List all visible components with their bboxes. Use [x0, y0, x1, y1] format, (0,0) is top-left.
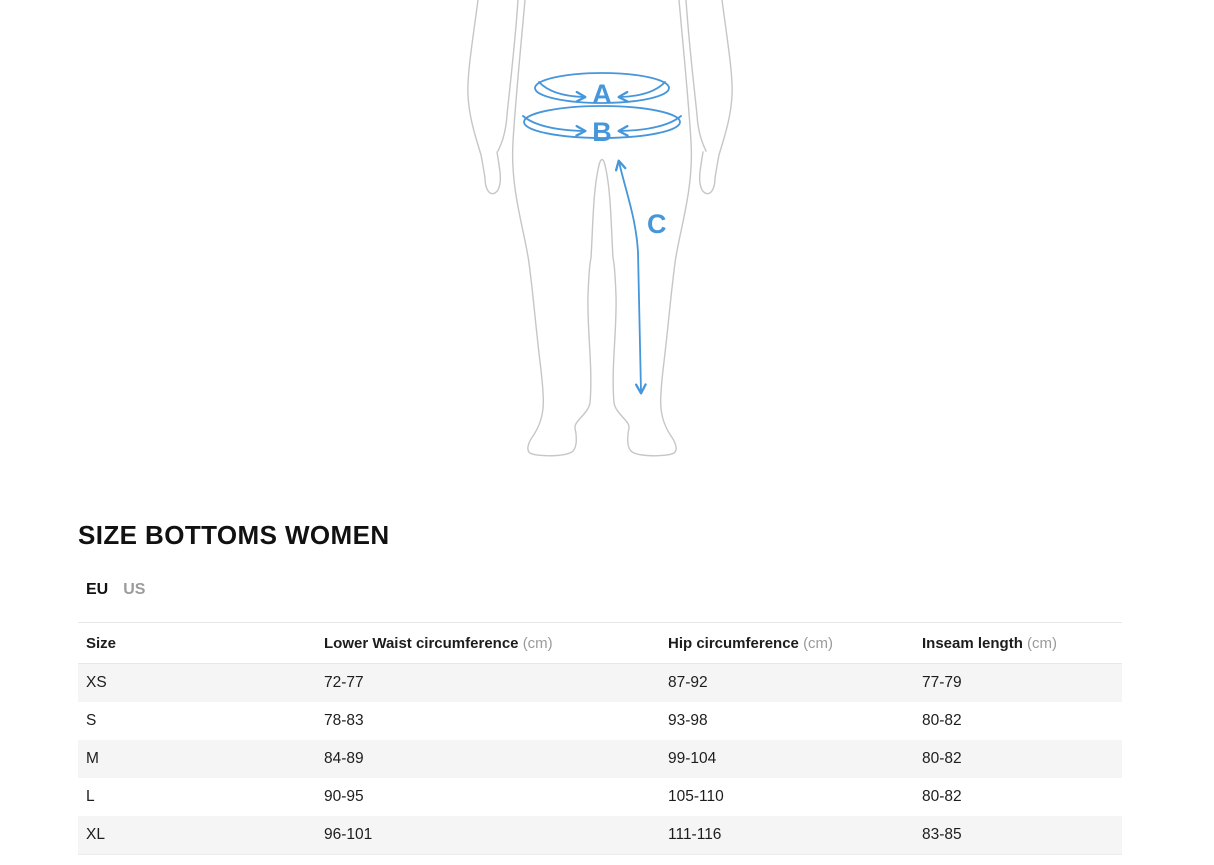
table-row: XS 72-77 87-92 77-79: [78, 663, 1122, 702]
column-header-label: Lower Waist circumference: [324, 635, 519, 652]
right-arm-outline: [698, 0, 733, 195]
size-guide-section: SIZE BOTTOMS WOMEN EU US Size Lower Wais…: [0, 460, 1214, 855]
cell-lower-waist: 90-95: [324, 788, 364, 805]
left-leg-outline: [511, 0, 600, 457]
measurement-marks: [522, 72, 682, 395]
cell-size: XS: [86, 674, 107, 691]
table-row: M 84-89 99-104 80-82: [78, 740, 1122, 778]
left-arm-outline: [467, 0, 502, 195]
waist-measure-ellipse: [534, 72, 670, 104]
measure-labels: A B C: [592, 79, 666, 239]
cell-lower-waist: 72-77: [324, 674, 364, 691]
column-header-unit: (cm): [522, 635, 553, 652]
inseam-label: C: [647, 209, 667, 239]
cell-inseam: 77-79: [922, 674, 962, 691]
waist-arrow-right: [617, 81, 666, 103]
table-row: XL 96-101 111-116 83-85: [78, 816, 1122, 855]
cell-inseam: 80-82: [922, 712, 962, 729]
column-header-inseam: Inseam length (cm): [922, 622, 1122, 664]
hip-arrow-left: [522, 115, 587, 137]
cell-lower-waist: 78-83: [324, 712, 364, 729]
column-header-hip: Hip circumference (cm): [668, 622, 922, 664]
size-table-header-row: Size Lower Waist circumference (cm) Hip …: [78, 622, 1122, 664]
body-measurement-diagram: A B C: [440, 0, 760, 460]
table-row: L 90-95 105-110 80-82: [78, 778, 1122, 816]
column-header-unit: (cm): [1027, 635, 1058, 652]
column-header-lower-waist: Lower Waist circumference (cm): [324, 622, 668, 664]
cell-size: M: [86, 750, 99, 767]
column-header-label: Hip circumference: [668, 635, 799, 652]
hip-arrow-right: [617, 115, 682, 137]
cell-hip: 87-92: [668, 674, 708, 691]
cell-lower-waist: 96-101: [324, 826, 373, 843]
cell-size: S: [86, 712, 97, 729]
body-diagram-svg: A B C: [467, 0, 733, 457]
crotch-outline: [598, 158, 606, 166]
cell-lower-waist: 84-89: [324, 750, 364, 767]
unit-region-tabs: EU US: [86, 582, 1214, 598]
cell-hip: 111-116: [668, 826, 722, 843]
column-header-label: Size: [86, 635, 117, 652]
body-outline: [467, 0, 733, 457]
cell-inseam: 80-82: [922, 750, 962, 767]
waist-label: A: [592, 79, 612, 109]
size-table: Size Lower Waist circumference (cm) Hip …: [78, 622, 1122, 855]
table-row: S 78-83 93-98 80-82: [78, 702, 1122, 740]
hip-measure-ellipse: [523, 105, 681, 139]
column-header-label: Inseam length: [922, 635, 1023, 652]
cell-hip: 105-110: [668, 788, 724, 805]
waist-arrow-left: [538, 81, 587, 103]
cell-size: XL: [86, 826, 105, 843]
left-arm-inner-outline: [497, 0, 519, 152]
tab-eu[interactable]: EU: [86, 581, 109, 598]
cell-inseam: 83-85: [922, 826, 962, 843]
cell-hip: 99-104: [668, 750, 717, 767]
cell-inseam: 80-82: [922, 788, 962, 805]
page-title: SIZE BOTTOMS WOMEN: [78, 520, 390, 550]
cell-size: L: [86, 788, 95, 805]
column-header-size: Size: [78, 622, 324, 664]
right-arm-inner-outline: [685, 0, 707, 152]
hip-label: B: [592, 117, 612, 147]
inseam-measure-line: [614, 159, 647, 395]
column-header-unit: (cm): [803, 635, 834, 652]
tab-us[interactable]: US: [123, 581, 146, 598]
cell-hip: 93-98: [668, 712, 708, 729]
